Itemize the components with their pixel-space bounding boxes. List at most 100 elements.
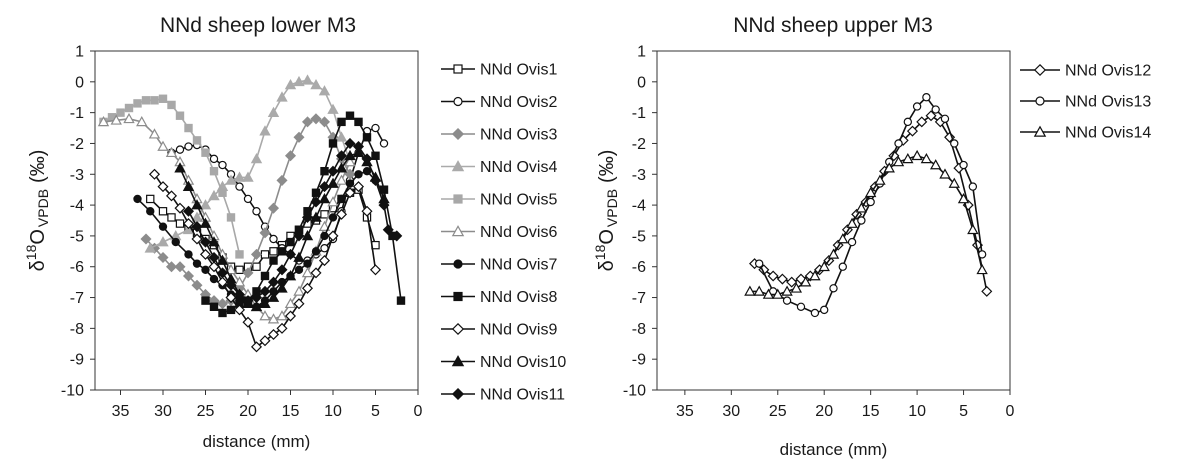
data-point (967, 223, 979, 235)
legend-label: NNd Ovis6 (480, 224, 557, 241)
data-point (957, 193, 970, 204)
data-point (335, 150, 348, 162)
data-point (293, 285, 305, 296)
data-point (157, 236, 169, 247)
data-point (344, 149, 356, 161)
data-point (259, 310, 271, 321)
chart-panel-2: NNd sheep upper M310-1-2-3-4-5-6-7-8-9-1… (592, 14, 1151, 459)
data-point (857, 216, 866, 225)
data-point (310, 78, 322, 90)
data-point (327, 165, 339, 177)
data-point (165, 146, 178, 158)
data-point (327, 177, 339, 188)
data-point (174, 162, 186, 173)
data-point (167, 213, 176, 222)
x-tick-label: 35 (676, 403, 694, 420)
data-point (320, 244, 329, 253)
data-point (301, 211, 314, 223)
data-point (293, 75, 305, 87)
data-point (252, 262, 261, 271)
data-point (208, 251, 220, 264)
data-point (293, 298, 305, 310)
legend-marker (451, 225, 465, 237)
data-point (344, 168, 356, 180)
y-tick-label: -8 (70, 321, 84, 338)
data-point (218, 308, 227, 318)
data-point (310, 196, 322, 208)
data-point (925, 110, 937, 122)
data-point (327, 196, 339, 207)
data-point (866, 197, 875, 207)
y-tick-label: -10 (61, 383, 84, 400)
data-point (233, 304, 246, 316)
legend-entry: NNd Ovis1 (441, 62, 557, 79)
x-tick-label: 0 (1006, 403, 1015, 420)
data-point (267, 106, 280, 117)
data-point (267, 276, 280, 288)
data-point (218, 160, 227, 170)
data-point (146, 194, 155, 204)
data-point (218, 188, 227, 197)
series-nnd-ovis9 (148, 168, 382, 353)
legend-entry: NNd Ovis13 (1020, 94, 1151, 111)
data-point (269, 234, 278, 244)
data-point (192, 259, 202, 268)
data-point (903, 117, 913, 127)
data-point (906, 125, 918, 137)
data-point (981, 285, 993, 297)
data-point (318, 116, 331, 128)
data-point (786, 276, 798, 288)
data-point (225, 292, 237, 304)
legend-label: NNd Ovis11 (480, 387, 565, 404)
data-point (182, 270, 195, 282)
data-point (754, 259, 764, 268)
data-point (396, 296, 406, 305)
legend-entry: NNd Ovis9 (441, 322, 557, 339)
x-axis-label: distance (mm) (203, 432, 311, 451)
data-point (259, 297, 271, 309)
legend-marker (1033, 63, 1047, 77)
legend-entry: NNd Ovis2 (441, 94, 557, 111)
legend-marker (453, 259, 463, 269)
data-point (318, 181, 331, 193)
y-tick-label: -4 (70, 198, 84, 215)
y-tick-label: -8 (632, 321, 646, 338)
data-point (950, 139, 959, 148)
data-point (772, 288, 784, 299)
y-tick-label: 0 (75, 74, 84, 91)
data-point (838, 262, 847, 271)
data-point (259, 227, 271, 239)
y-tick-label: -2 (632, 136, 646, 153)
data-point (391, 230, 403, 242)
series-nnd-ovis5 (99, 94, 244, 259)
y-tick-label: -6 (70, 259, 84, 276)
data-point (235, 182, 244, 191)
data-point (968, 182, 978, 191)
data-point (301, 116, 314, 128)
data-point (216, 267, 229, 279)
data-point (250, 341, 263, 353)
data-point (379, 139, 389, 148)
data-point (250, 248, 263, 260)
data-point (267, 328, 280, 341)
data-point (267, 291, 280, 302)
data-point (318, 85, 331, 96)
data-point (235, 265, 244, 275)
data-point (174, 202, 186, 214)
series-nnd-ovis13 (754, 93, 987, 318)
data-point (235, 250, 244, 259)
data-point (294, 265, 304, 275)
data-point (293, 230, 305, 242)
legend-entry: NNd Ovis12 (1020, 63, 1151, 80)
legend-label: NNd Ovis1 (480, 62, 557, 79)
data-point (191, 221, 203, 233)
data-point (133, 99, 142, 108)
plot-frame (656, 50, 1011, 391)
data-point (167, 100, 176, 110)
legend-label: NNd Ovis2 (480, 94, 557, 111)
data-point (352, 141, 365, 153)
y-tick-label: -1 (70, 105, 84, 122)
data-point (782, 296, 792, 305)
data-point (354, 170, 363, 179)
data-point (208, 189, 220, 201)
